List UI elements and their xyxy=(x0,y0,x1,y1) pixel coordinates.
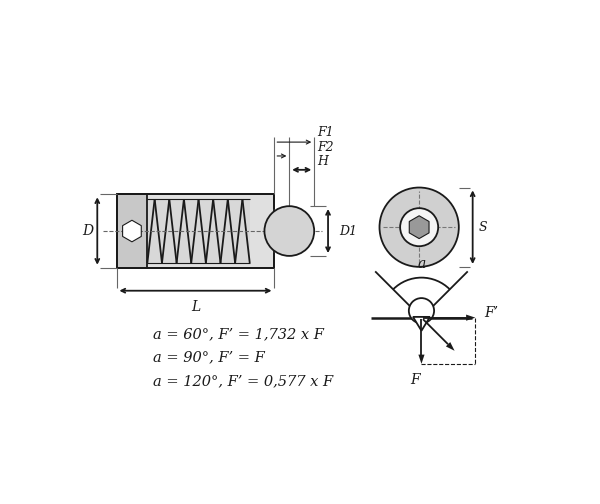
Text: S: S xyxy=(479,221,487,234)
Text: a: a xyxy=(418,258,425,272)
Circle shape xyxy=(265,206,314,256)
Text: a = 120°, F’ = 0,577 x F: a = 120°, F’ = 0,577 x F xyxy=(154,374,334,388)
Text: a = 90°, F’ = F: a = 90°, F’ = F xyxy=(154,351,265,365)
Text: F1: F1 xyxy=(317,126,334,139)
Polygon shape xyxy=(413,317,430,331)
Circle shape xyxy=(379,187,459,267)
Polygon shape xyxy=(122,220,141,242)
Text: F2: F2 xyxy=(317,141,334,154)
Text: D1: D1 xyxy=(339,225,357,237)
Polygon shape xyxy=(446,342,455,351)
Polygon shape xyxy=(409,216,429,238)
Polygon shape xyxy=(466,314,475,321)
Text: a = 60°, F’ = 1,732 x F: a = 60°, F’ = 1,732 x F xyxy=(154,328,325,342)
Text: F: F xyxy=(410,373,420,387)
Text: D: D xyxy=(82,224,94,238)
Text: L: L xyxy=(191,300,200,314)
Text: F’: F’ xyxy=(485,306,499,320)
Circle shape xyxy=(400,208,438,246)
Circle shape xyxy=(409,298,434,324)
Text: H: H xyxy=(317,155,328,167)
Polygon shape xyxy=(116,195,274,268)
Polygon shape xyxy=(116,195,148,268)
Polygon shape xyxy=(148,199,250,263)
Polygon shape xyxy=(418,355,425,364)
